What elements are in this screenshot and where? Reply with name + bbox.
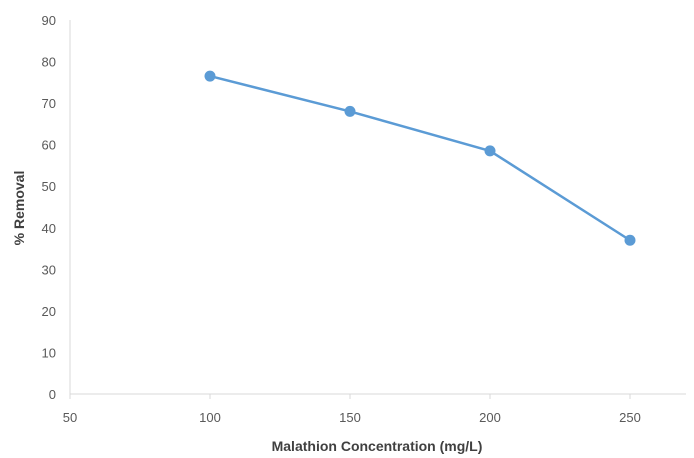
x-tick-label: 100	[199, 410, 221, 425]
y-tick-label: 80	[42, 55, 56, 70]
x-tick-label: 200	[479, 410, 501, 425]
data-point	[624, 234, 636, 246]
data-point	[484, 145, 496, 157]
x-axis: 50 100 150 200 250	[63, 393, 686, 425]
y-tick-label: 40	[42, 221, 56, 236]
y-tick-label: 60	[42, 138, 56, 153]
y-tick-label: 20	[42, 304, 56, 319]
y-tick-label: 70	[42, 96, 56, 111]
y-tick-label: 50	[42, 179, 56, 194]
x-axis-title: Malathion Concentration (mg/L)	[272, 438, 483, 454]
y-tick-label: 0	[49, 387, 56, 402]
y-axis-title: % Removal	[11, 171, 27, 246]
x-tick-label: 250	[619, 410, 641, 425]
y-tick-label: 30	[42, 262, 56, 277]
data-point	[344, 105, 356, 117]
series-group	[204, 70, 636, 246]
y-tick-label: 10	[42, 345, 56, 360]
x-tick-label: 150	[339, 410, 361, 425]
y-axis: 0 10 20 30 40 50 60 70 80 90	[42, 13, 71, 402]
series-line	[209, 74, 631, 242]
y-tick-label: 90	[42, 13, 56, 28]
data-point	[204, 70, 216, 82]
x-tick-label: 50	[63, 410, 77, 425]
